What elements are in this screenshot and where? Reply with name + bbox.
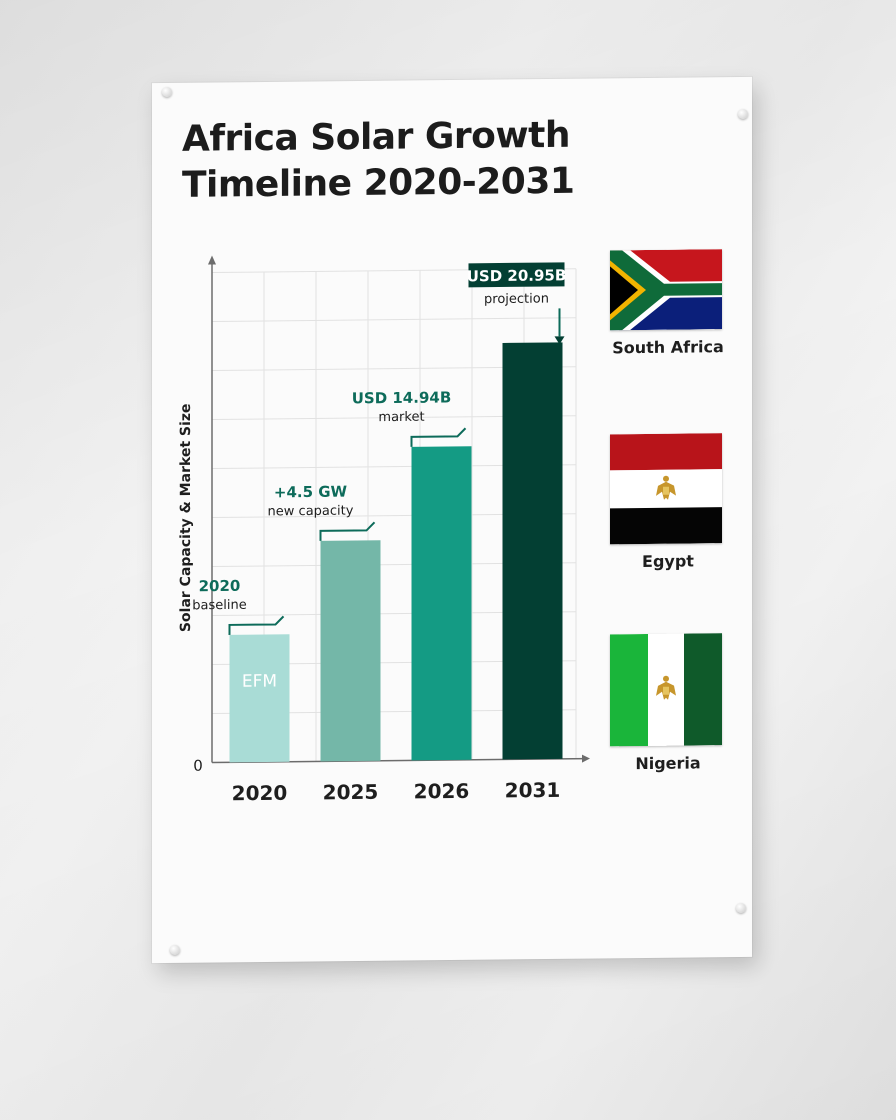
grid-line	[212, 317, 576, 323]
x-tick-label: 2026	[414, 779, 470, 804]
eagle-emblem-icon	[656, 475, 676, 500]
annotation-leader	[228, 615, 285, 635]
egypt-flag-icon	[610, 433, 722, 545]
annotation-subtext: projection	[484, 291, 549, 307]
y-origin-label: 0	[193, 757, 203, 775]
south-africa-flag-icon	[610, 249, 722, 331]
annotation-subtext: baseline	[192, 598, 246, 614]
flag-label-south-africa: South Africa	[612, 337, 724, 358]
annotation-pointer-icon	[554, 336, 565, 345]
poster-title: Africa Solar Growth Timeline 2020-2031	[182, 112, 622, 209]
x-tick-label: 2025	[323, 780, 379, 805]
annotation-headline: 2020	[199, 577, 241, 595]
y-axis-label: Solar Capacity & Market Size	[178, 403, 194, 632]
title-line-1: Africa Solar Growth	[182, 114, 570, 160]
annotation-subtext: new capacity	[268, 504, 354, 520]
eagle-emblem-icon	[656, 675, 676, 700]
title-line-2: Timeline 2020-2031	[182, 160, 575, 206]
flag-block-egypt: Egypt	[610, 433, 726, 571]
annotation-headline: USD 20.95B	[467, 266, 567, 285]
annotation-headline: USD 14.94B	[352, 388, 452, 407]
bar-chart: Solar Capacity & Market Size 0 2020 EFM 2020…	[178, 255, 590, 806]
bar-2031	[502, 342, 563, 760]
x-axis-arrow-icon	[582, 754, 590, 763]
screw-icon	[162, 86, 172, 98]
screw-icon	[738, 108, 748, 120]
annotation-box	[468, 262, 565, 288]
flag-block-south-africa: South Africa	[610, 249, 726, 357]
y-axis-arrow-icon	[208, 255, 216, 265]
bar-inner-label: EFM	[242, 671, 277, 691]
flag-label-egypt: Egypt	[642, 551, 694, 572]
flag-label-nigeria: Nigeria	[635, 753, 701, 774]
x-tick-label: 2031	[505, 778, 561, 803]
nigeria-flag-icon	[610, 633, 722, 747]
flag-block-nigeria: Nigeria	[610, 633, 726, 773]
annotation-headline: +4.5 GW	[274, 483, 348, 502]
screw-icon	[170, 944, 180, 955]
annotation-leader	[410, 427, 467, 447]
screw-icon	[736, 902, 746, 914]
annotation-leader	[319, 521, 376, 541]
bar-2020	[229, 634, 290, 763]
annotation-subtext: market	[378, 410, 424, 425]
poster: Africa Solar Growth Timeline 2020-2031 S…	[152, 76, 752, 964]
bar-2026	[411, 446, 472, 761]
bar-2025	[320, 540, 381, 762]
x-tick-label: 2020	[232, 781, 288, 806]
